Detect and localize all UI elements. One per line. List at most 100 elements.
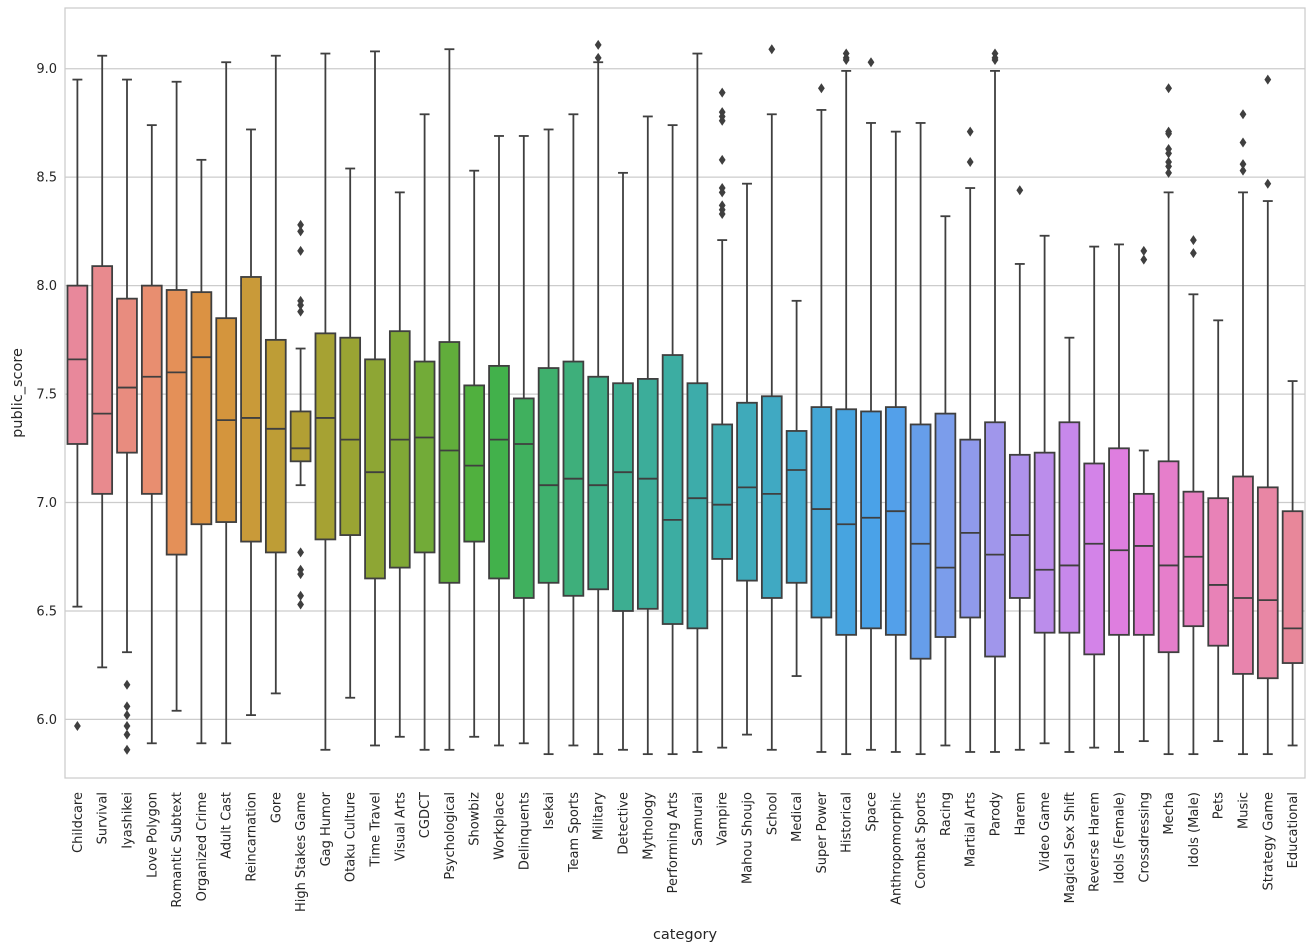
x-tick-label: Strategy Game [1261, 792, 1276, 891]
iqr-box [463, 384, 486, 543]
outlier-point [74, 720, 81, 731]
box-crossdressing [1132, 245, 1155, 743]
box-combat-sports [909, 122, 932, 756]
outlier-point [1140, 245, 1148, 256]
box-anthropomorphic [884, 130, 907, 753]
x-tick-label: Psychological [443, 792, 458, 880]
box-cgdct [413, 113, 436, 751]
outlier-point [297, 590, 304, 601]
x-tick-label: Adult Cast [220, 792, 235, 859]
iqr-box [537, 367, 560, 584]
iqr-box [934, 412, 957, 638]
iqr-box [860, 410, 882, 630]
iqr-box [140, 284, 163, 495]
box-survival [91, 54, 114, 669]
iqr-box [1232, 475, 1254, 675]
outlier-point [1264, 74, 1272, 85]
iqr-box [884, 406, 907, 636]
outlier-point [297, 245, 304, 256]
outlier-point [718, 187, 726, 198]
x-tick-label: Harem [1013, 792, 1028, 835]
iqr-box [339, 336, 362, 536]
x-tick-label: Martial Arts [964, 792, 979, 867]
outlier-point [297, 306, 304, 317]
box-gag-humor [314, 52, 337, 751]
x-tick-label: Mythology [641, 792, 656, 860]
box-mahou-shoujo [736, 182, 758, 736]
box-delinquents [512, 135, 535, 745]
box-school [760, 44, 783, 751]
box-pets [1207, 319, 1230, 743]
x-tick-label: Samurai [691, 792, 706, 846]
outlier-point [718, 87, 726, 98]
x-tick-label: Otaku Culture [344, 792, 359, 882]
x-tick-label: Video Game [1038, 792, 1053, 871]
outlier-point [123, 679, 131, 690]
iqr-box [1108, 447, 1130, 636]
x-tick-label: High Stakes Game [294, 792, 309, 912]
x-tick-label: Super Power [815, 791, 830, 873]
x-tick-label: Mahou Shoujo [741, 792, 756, 884]
x-tick-label: Vampire [716, 792, 731, 845]
iqr-box [785, 430, 808, 584]
x-tick-label: Showbiz [468, 792, 483, 846]
outlier-point [1239, 165, 1247, 176]
outlier-point [594, 39, 602, 50]
plot-frame [64, 7, 1306, 779]
x-tick-label: Romantic Subtext [170, 792, 185, 908]
box-magical-sex-shift [1058, 336, 1081, 753]
box-isekai [537, 128, 560, 756]
iqr-box [959, 438, 982, 619]
iqr-box [760, 395, 783, 599]
box-mythology [636, 115, 659, 756]
outlier-point [966, 126, 974, 137]
box-iyashikei [116, 78, 138, 755]
box-showbiz [463, 169, 486, 738]
iqr-box [587, 375, 610, 591]
outlier-point [718, 209, 726, 220]
iqr-box [165, 289, 188, 556]
outlier-point [123, 720, 131, 731]
box-high-stakes-game [289, 219, 312, 610]
box-love-polygon [140, 124, 163, 745]
x-tick-label: Military [592, 792, 607, 840]
box-childcare [66, 78, 89, 731]
x-tick-label: Gag Humor [319, 791, 334, 866]
y-tick-label: 6.5 [36, 604, 57, 619]
x-tick-label: Historical [840, 792, 855, 853]
x-tick-label: Isekai [542, 792, 557, 829]
x-tick-labels: Childcare Survival Iyashikei Love Polygon Ro… [71, 791, 1301, 912]
x-tick-label: Magical Sex Shift [1063, 792, 1078, 903]
box-organized-crime [190, 158, 213, 745]
outlier-point [842, 55, 850, 66]
y-tick-label: 7.0 [36, 496, 57, 511]
box-space [860, 57, 882, 751]
outlier-point [297, 300, 304, 311]
box-performing-arts [661, 124, 684, 756]
iqr-box [314, 332, 337, 541]
outlier-point [297, 599, 304, 610]
x-tick-label: Idols (Male) [1187, 792, 1202, 868]
iqr-box [835, 408, 858, 636]
iqr-box [488, 364, 510, 580]
outlier-point [1165, 148, 1172, 159]
iqr-box [116, 297, 138, 454]
box-military [587, 39, 610, 756]
outlier-point [718, 154, 726, 165]
outlier-point [297, 219, 304, 230]
x-tick-label: Space [865, 792, 880, 832]
x-tick-label: Mecha [1162, 792, 1177, 835]
box-idols-male [1182, 235, 1205, 756]
outlier-point [768, 44, 776, 55]
boxes-layer [66, 39, 1304, 756]
iqr-box [1033, 451, 1056, 634]
box-parody [984, 48, 1006, 753]
outlier-point [1165, 167, 1172, 178]
box-mecha [1157, 83, 1180, 756]
iqr-box [636, 378, 659, 610]
outlier-point [718, 115, 726, 126]
box-psychological [438, 48, 461, 751]
outlier-point [1190, 248, 1197, 259]
box-historical [835, 48, 858, 756]
iqr-box [91, 265, 114, 495]
